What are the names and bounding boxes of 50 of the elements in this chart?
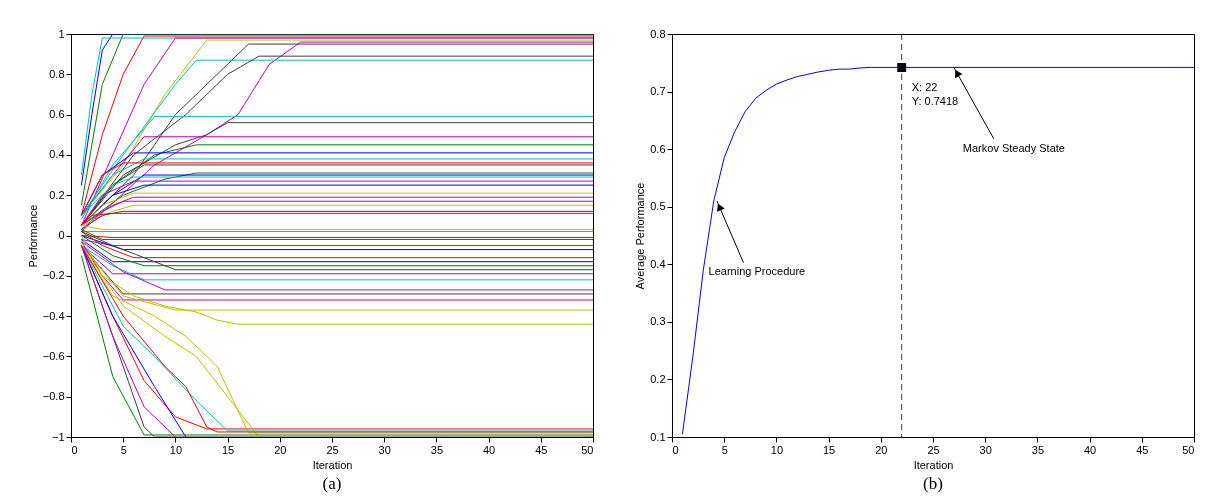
- y-tick-label: −0.8: [42, 390, 65, 403]
- y-tick-label: 0.8: [650, 27, 666, 40]
- y-tick-label: 0: [58, 229, 65, 241]
- x-tick-label: 0: [672, 443, 679, 456]
- annotation: Markov Steady State: [962, 141, 1065, 154]
- y-tick-label: 0.4: [650, 257, 666, 270]
- text: (a): [322, 474, 342, 493]
- y-tick-label: 0.6: [650, 142, 666, 155]
- x-tick-label: 50: [581, 443, 594, 456]
- x-tick-label: 45: [1136, 443, 1149, 456]
- x-tick-label: 50: [1182, 443, 1195, 456]
- y-tick-label: 1: [58, 27, 65, 40]
- x-tick-label: 40: [1083, 443, 1097, 456]
- y-tick-label: −1: [51, 430, 65, 443]
- y-tick-label: −0.6: [42, 349, 65, 362]
- x-tick-label: 15: [221, 443, 235, 456]
- x-tick-label: 10: [770, 443, 784, 456]
- x-tick-label: 15: [822, 443, 836, 456]
- x-tick-label: 5: [120, 443, 127, 456]
- y-tick-label: −0.2: [42, 269, 65, 282]
- x-tick-label: 40: [482, 443, 496, 456]
- y-tick-label: 0.7: [650, 85, 666, 98]
- y-tick-label: 0.2: [650, 372, 666, 385]
- y-tick-label: 0.6: [49, 108, 65, 121]
- x-tick-label: 25: [927, 443, 940, 456]
- x-tick-label: 20: [875, 443, 888, 456]
- y-tick-label: 0.3: [650, 315, 666, 328]
- y-tick-label: 0.2: [49, 188, 65, 201]
- y-tick-label: 0.1: [650, 430, 666, 443]
- annotation: Learning Procedure: [708, 264, 806, 277]
- x-tick-label: 30: [979, 443, 992, 456]
- x-tick-label: 20: [274, 443, 287, 456]
- x-tick-label: 25: [326, 443, 339, 456]
- x-tick-label: 30: [378, 443, 391, 456]
- x-tick-label: 35: [430, 443, 444, 456]
- x-tick-label: 5: [721, 443, 728, 456]
- x-tick-label: 0: [71, 443, 78, 456]
- y-tick-label: 0.8: [49, 67, 65, 80]
- x-tick-label: 45: [535, 443, 548, 456]
- y-tick-label: 0.5: [650, 200, 666, 213]
- x-tick-label: 10: [169, 443, 183, 456]
- text: (b): [923, 474, 943, 493]
- y-tick-label: 0.4: [49, 148, 65, 161]
- x-axis-title: Iteration: [312, 458, 353, 471]
- x-axis-title: Iteration: [913, 458, 954, 471]
- y-axis-title: Performance: [26, 204, 39, 268]
- annotation: X: 22 Y: 0.7418: [911, 80, 959, 107]
- x-tick-label: 35: [1031, 443, 1045, 456]
- y-axis-title: Average Performance: [634, 182, 647, 290]
- y-tick-label: −0.4: [42, 309, 65, 322]
